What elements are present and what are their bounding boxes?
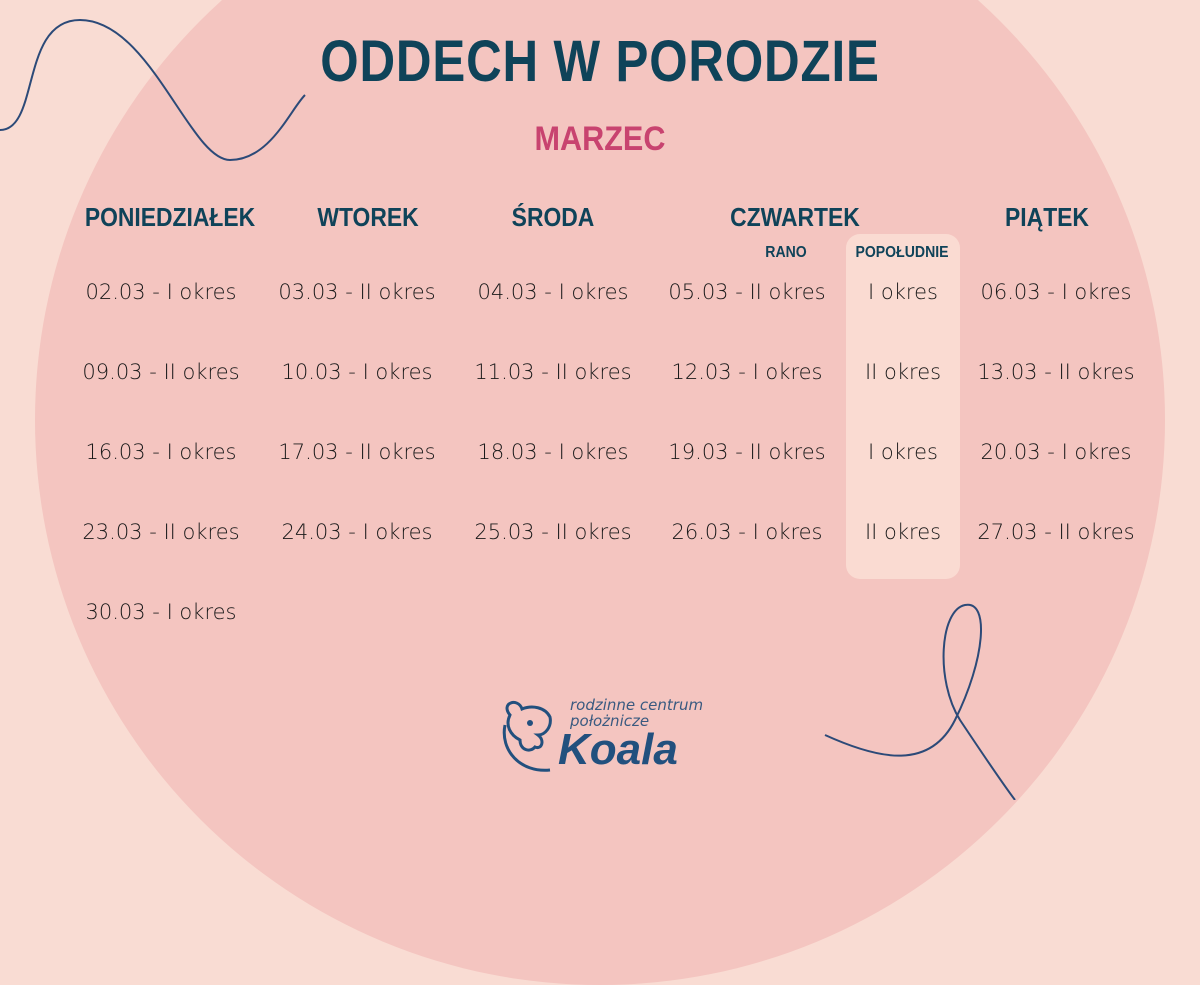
day-header-thursday: CZWARTEK <box>730 202 860 232</box>
schedule-cell: 19.03 - II okres <box>668 440 826 464</box>
schedule-cell: 20.03 - I okres <box>980 440 1132 464</box>
schedule-cell: 27.03 - II okres <box>977 520 1135 544</box>
schedule-cell: 11.03 - II okres <box>474 360 632 384</box>
koala-icon <box>502 700 552 772</box>
schedule-cell: 12.03 - I okres <box>671 360 823 384</box>
logo-line1: rodzinne centrum <box>570 696 704 714</box>
day-header-monday: PONIEDZIAŁEK <box>84 202 256 232</box>
day-header-tuesday: WTOREK <box>317 202 419 232</box>
schedule-cell: I okres <box>868 280 938 304</box>
afternoon-highlight <box>846 234 960 579</box>
schedule-cell: 16.03 - I okres <box>85 440 237 464</box>
schedule-cell: 06.03 - I okres <box>980 280 1132 304</box>
schedule-cell: 24.03 - I okres <box>281 520 433 544</box>
koala-logo: rodzinne centrum położnicze Koala <box>490 695 720 785</box>
day-header-friday: PIĄTEK <box>1005 202 1089 232</box>
schedule-cell: 05.03 - II okres <box>668 280 826 304</box>
schedule-cell: 23.03 - II okres <box>82 520 240 544</box>
schedule-cell: 02.03 - I okres <box>85 280 237 304</box>
schedule-cell: 26.03 - I okres <box>671 520 823 544</box>
page-title: ODDECH W PORODZIE <box>320 29 880 94</box>
schedule-cell: 30.03 - I okres <box>85 600 237 624</box>
decorative-lines <box>0 18 1016 800</box>
schedule-cell: I okres <box>868 440 938 464</box>
schedule-cell: 10.03 - I okres <box>281 360 433 384</box>
schedule-cell: 17.03 - II okres <box>278 440 436 464</box>
schedule-cell: 13.03 - II okres <box>977 360 1135 384</box>
schedule-cell: 04.03 - I okres <box>477 280 629 304</box>
day-header-wednesday: ŚRODA <box>511 202 595 232</box>
logo-brand: Koala <box>558 725 678 774</box>
schedule-cell: II okres <box>864 520 942 544</box>
schedule-cell: II okres <box>864 360 942 384</box>
sub-header-morning: RANO <box>765 244 807 261</box>
schedule-cell: 25.03 - II okres <box>474 520 632 544</box>
month-label: MARZEC <box>534 120 666 158</box>
schedule-cell: 03.03 - II okres <box>278 280 436 304</box>
logo-line2: położnicze <box>570 712 650 730</box>
schedule-cell: 09.03 - II okres <box>82 360 240 384</box>
sub-header-afternoon: POPOŁUDNIE <box>855 244 949 261</box>
schedule-cell: 18.03 - I okres <box>477 440 629 464</box>
